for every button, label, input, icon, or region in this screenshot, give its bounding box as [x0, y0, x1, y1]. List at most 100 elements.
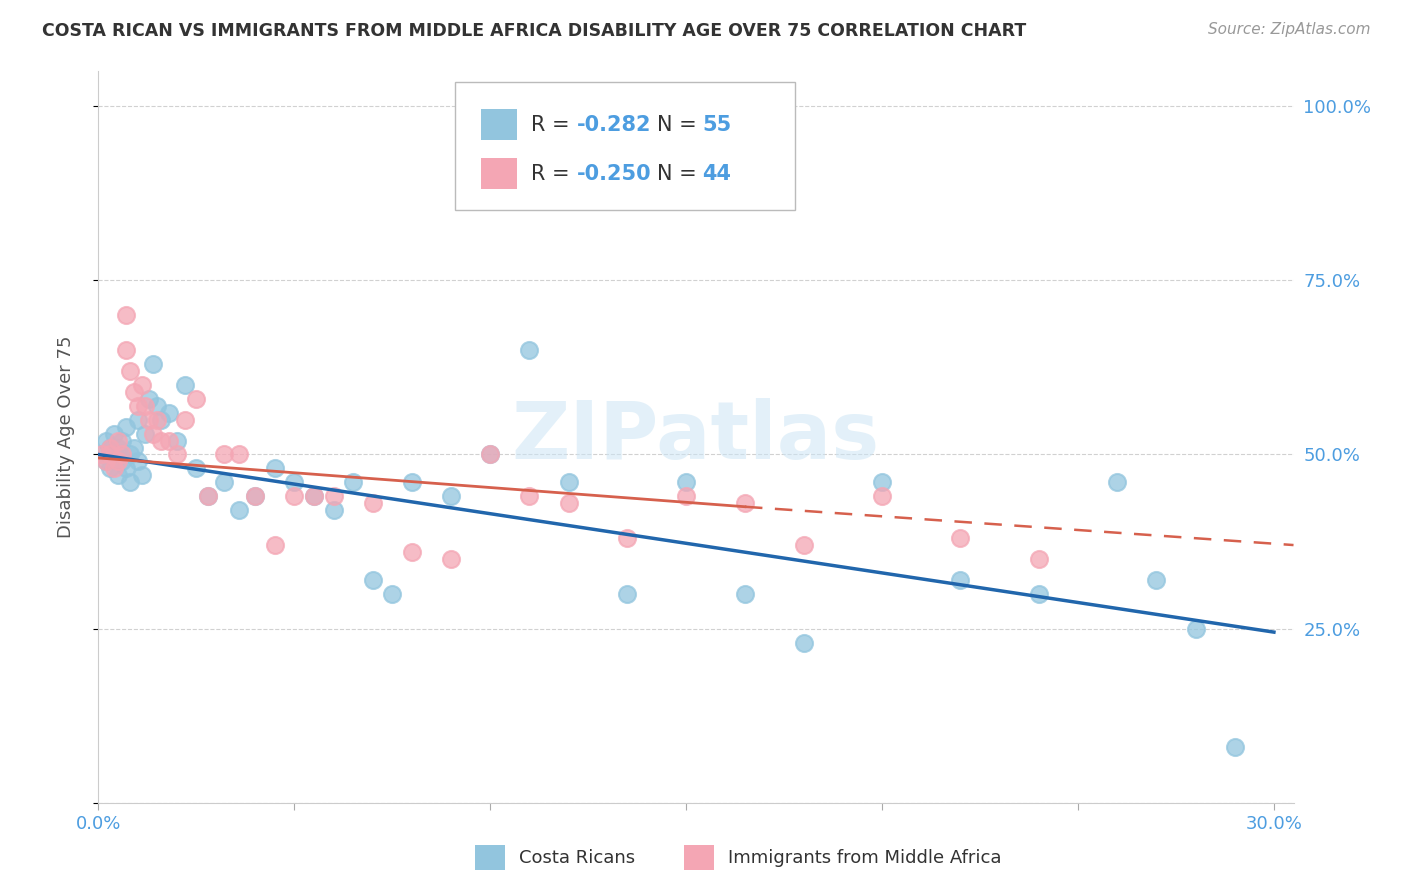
- Point: [150, 412, 173, 426]
- Point: [115, 419, 138, 434]
- Text: N =: N =: [657, 115, 703, 135]
- Point: [98, 448, 121, 462]
- Point: [243, 489, 266, 503]
- Point: [111, 434, 134, 448]
- Text: R =: R =: [531, 115, 576, 135]
- Point: [142, 426, 165, 441]
- Point: [557, 496, 579, 510]
- Bar: [481, 159, 517, 189]
- Point: [283, 475, 305, 490]
- Point: [96, 454, 118, 468]
- Point: [131, 468, 153, 483]
- Point: [98, 441, 121, 455]
- Point: [122, 441, 145, 455]
- Point: [479, 448, 502, 462]
- Bar: [685, 845, 714, 871]
- Point: [122, 384, 145, 399]
- Point: [127, 412, 149, 426]
- Point: [793, 538, 815, 552]
- Point: [228, 448, 250, 462]
- Point: [616, 587, 638, 601]
- Text: -0.282: -0.282: [576, 115, 651, 135]
- Y-axis label: Disability Age Over 75: Disability Age Over 75: [56, 335, 75, 539]
- Point: [1184, 622, 1206, 636]
- Point: [111, 454, 134, 468]
- Point: [870, 489, 893, 503]
- Point: [138, 392, 160, 406]
- Text: -0.250: -0.250: [576, 164, 651, 184]
- Text: ZIPatlas: ZIPatlas: [512, 398, 880, 476]
- Point: [146, 412, 169, 426]
- Point: [1223, 740, 1246, 755]
- Point: [675, 475, 697, 490]
- Bar: [481, 110, 517, 140]
- Point: [949, 573, 972, 587]
- Point: [186, 392, 208, 406]
- Point: [440, 552, 463, 566]
- Point: [150, 434, 173, 448]
- Point: [131, 377, 153, 392]
- Point: [98, 441, 121, 455]
- Point: [96, 434, 118, 448]
- Point: [322, 489, 344, 503]
- Point: [107, 468, 129, 483]
- Point: [440, 489, 463, 503]
- Point: [283, 489, 305, 503]
- Point: [142, 357, 165, 371]
- Point: [519, 489, 541, 503]
- Point: [96, 454, 118, 468]
- Text: 55: 55: [702, 115, 731, 135]
- Point: [91, 448, 114, 462]
- Point: [173, 377, 195, 392]
- Point: [243, 489, 266, 503]
- Point: [263, 461, 285, 475]
- Point: [1028, 552, 1050, 566]
- Point: [91, 448, 114, 462]
- Point: [212, 448, 235, 462]
- Point: [166, 434, 188, 448]
- Point: [138, 412, 160, 426]
- Point: [118, 475, 141, 490]
- Point: [146, 399, 169, 413]
- Point: [115, 461, 138, 475]
- Text: Costa Ricans: Costa Ricans: [519, 848, 636, 867]
- Point: [793, 635, 815, 649]
- Text: Source: ZipAtlas.com: Source: ZipAtlas.com: [1208, 22, 1371, 37]
- Point: [616, 531, 638, 545]
- Text: R =: R =: [531, 164, 576, 184]
- Point: [361, 573, 384, 587]
- Point: [1107, 475, 1129, 490]
- Point: [557, 475, 579, 490]
- Point: [157, 406, 180, 420]
- Point: [103, 461, 125, 475]
- Point: [134, 399, 156, 413]
- Point: [479, 448, 502, 462]
- Bar: [475, 845, 505, 871]
- Point: [1028, 587, 1050, 601]
- Point: [157, 434, 180, 448]
- Point: [103, 448, 125, 462]
- Point: [361, 496, 384, 510]
- Point: [107, 434, 129, 448]
- Point: [173, 412, 195, 426]
- Point: [197, 489, 219, 503]
- Text: COSTA RICAN VS IMMIGRANTS FROM MIDDLE AFRICA DISABILITY AGE OVER 75 CORRELATION : COSTA RICAN VS IMMIGRANTS FROM MIDDLE AF…: [42, 22, 1026, 40]
- Point: [107, 441, 129, 455]
- Point: [949, 531, 972, 545]
- Point: [734, 587, 756, 601]
- Point: [107, 454, 129, 468]
- Point: [870, 475, 893, 490]
- Point: [1144, 573, 1167, 587]
- Point: [103, 426, 125, 441]
- Point: [675, 489, 697, 503]
- Point: [127, 454, 149, 468]
- Point: [111, 448, 134, 462]
- Point: [98, 461, 121, 475]
- Point: [302, 489, 325, 503]
- Point: [322, 503, 344, 517]
- Point: [734, 496, 756, 510]
- Text: 44: 44: [702, 164, 731, 184]
- Point: [166, 448, 188, 462]
- Point: [302, 489, 325, 503]
- Point: [118, 448, 141, 462]
